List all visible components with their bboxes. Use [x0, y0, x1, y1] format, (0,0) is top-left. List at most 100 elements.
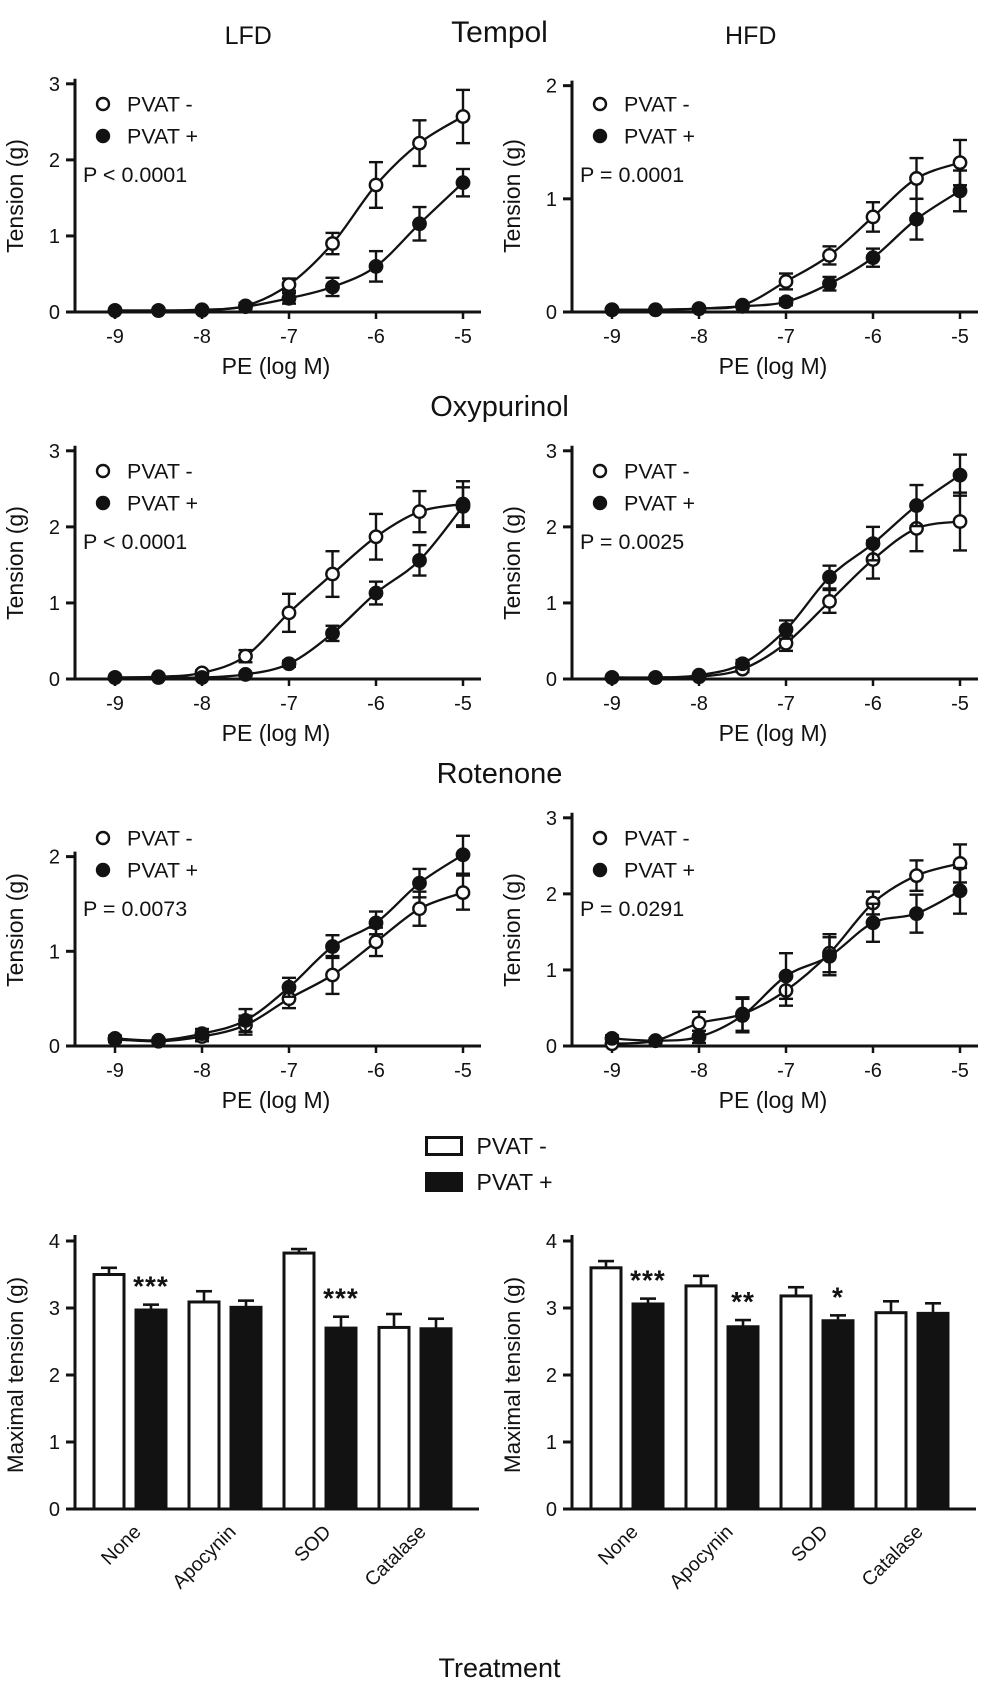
oxypurinol-row: 0 1 2 3 -9 -8 -7 -6 -5 PE (log M) Tension (g) PVAT … [2, 429, 997, 754]
rotenone-lfd-svg: 0 1 2 -9 -8 -7 -6 -5 PE (log M) Tension (g) PVAT -… [2, 827, 481, 1113]
category-label: None [594, 1521, 643, 1570]
tempol-row: 0 1 2 3 -9 -8 -7 -6 -5 PE (log M) Tension (g) PVAT … [2, 62, 997, 387]
line-chart-rotenone-hfd: 0 1 2 3 -9 -8 -7 -6 -5 PE (log M) Tension (g) PVAT … [499, 796, 997, 1121]
svg-text:4: 4 [48, 1231, 59, 1253]
tempol-lfd-svg: 0 1 2 3 -9 -8 -7 -6 -5 PE (log M) Tension (g) PVAT … [2, 74, 481, 379]
svg-text:0: 0 [545, 1499, 556, 1521]
open-circle-icon [95, 96, 110, 112]
treatment-axis-label: Treatment [438, 1653, 561, 1683]
legend-item-pvat-minus: PVAT - [424, 1133, 575, 1160]
svg-text:-7: -7 [777, 1060, 795, 1082]
svg-text:-5: -5 [951, 693, 969, 715]
series-pvat-plus [604, 169, 967, 318]
category-label: None [97, 1521, 146, 1570]
series-pvat-plus [107, 167, 470, 318]
svg-text:1: 1 [48, 226, 59, 248]
svg-text:-9: -9 [106, 326, 124, 348]
category-label: Apocynin [168, 1521, 240, 1593]
svg-text:3: 3 [48, 441, 59, 463]
pvat-minus-swatch-icon [424, 1136, 463, 1156]
svg-text:-6: -6 [367, 1060, 385, 1082]
y-axis-label: Tension (g) [500, 873, 525, 987]
axes: 0 1 2 3 -9 -8 -7 -6 -5 PE (log M) Tension (g) [499, 441, 978, 746]
svg-text:-8: -8 [193, 326, 211, 348]
maximal-lfd-svg: 0 1 2 3 4 Maximal tension (g) *** None Apocynin *… [3, 1231, 479, 1593]
svg-text:3: 3 [545, 1298, 556, 1320]
svg-text:-5: -5 [951, 326, 969, 348]
category-label: SOD [290, 1521, 335, 1566]
svg-text:-8: -8 [690, 693, 708, 715]
svg-text:PVAT -: PVAT - [624, 460, 690, 484]
open-circle-icon [592, 463, 607, 479]
panel-legend: PVAT - PVAT + P = 0.0025 [580, 460, 695, 555]
rotenone-row: 0 1 2 -9 -8 -7 -6 -5 PE (log M) Tension (g) PVAT -… [2, 796, 997, 1121]
row-title-rotenone: Rotenone [436, 758, 563, 790]
svg-text:-8: -8 [690, 326, 708, 348]
svg-text:2: 2 [48, 517, 59, 539]
line-chart-tempol-lfd: 0 1 2 3 -9 -8 -7 -6 -5 PE (log M) Tension (g) PVAT … [2, 62, 500, 387]
svg-text:2: 2 [545, 76, 556, 98]
panel-legend: PVAT - PVAT + P < 0.0001 [83, 460, 198, 555]
svg-text:-7: -7 [280, 693, 298, 715]
svg-text:PVAT -: PVAT - [127, 827, 193, 851]
svg-text:PVAT +: PVAT + [127, 859, 198, 883]
filled-circle-icon [95, 495, 110, 511]
category-label: Apocynin [665, 1521, 737, 1593]
svg-text:3: 3 [48, 74, 59, 96]
svg-text:-9: -9 [603, 326, 621, 348]
column-header-lfd: LFD [224, 22, 272, 50]
svg-text:-7: -7 [280, 1060, 298, 1082]
bar-group-sod [282, 1247, 357, 1511]
filled-circle-icon [592, 495, 607, 511]
y-axis-label: Tension (g) [500, 139, 525, 253]
panel-legend: PVAT - PVAT + P < 0.0001 [83, 93, 198, 188]
svg-text:4: 4 [545, 1231, 556, 1253]
svg-text:1: 1 [545, 189, 556, 211]
svg-text:PVAT +: PVAT + [127, 492, 198, 516]
line-chart-rotenone-lfd: 0 1 2 -9 -8 -7 -6 -5 PE (log M) Tension (g) PVAT -… [2, 796, 500, 1121]
x-axis-label: PE (log M) [221, 1087, 330, 1113]
axes: 0 1 2 3 -9 -8 -7 -6 -5 PE (log M) Tension (g) [2, 441, 481, 746]
svg-text:-7: -7 [777, 326, 795, 348]
filled-circle-icon [95, 862, 110, 878]
open-circle-icon [95, 830, 110, 846]
svg-text:1: 1 [48, 1432, 59, 1454]
series-pvat-plus [604, 866, 967, 1049]
category-label: Catalase [857, 1521, 927, 1591]
svg-text:0: 0 [48, 1036, 59, 1058]
bar-group-none [589, 1259, 664, 1511]
svg-text:2: 2 [48, 847, 59, 869]
y-axis-label: Tension (g) [500, 506, 525, 620]
svg-text:-6: -6 [864, 326, 882, 348]
svg-text:-9: -9 [603, 693, 621, 715]
p-value-label: P = 0.0025 [580, 530, 684, 554]
open-circle-icon [95, 463, 110, 479]
rotenone-hfd-svg: 0 1 2 3 -9 -8 -7 -6 -5 PE (log M) Tension (g) PVAT … [499, 808, 978, 1113]
series-pvat-plus [107, 834, 470, 1048]
svg-text:0: 0 [48, 1499, 59, 1521]
x-axis-label: PE (log M) [718, 353, 827, 379]
svg-text:-5: -5 [454, 1060, 472, 1082]
open-circle-icon [592, 96, 607, 112]
svg-text:2: 2 [48, 150, 59, 172]
svg-text:1: 1 [48, 941, 59, 963]
series-pvat-plus [107, 486, 470, 685]
svg-text:2: 2 [48, 1365, 59, 1387]
svg-text:0: 0 [545, 1036, 556, 1058]
svg-text:2: 2 [545, 1365, 556, 1387]
y-axis-label: Maximal tension (g) [500, 1277, 525, 1473]
line-chart-oxypurinol-lfd: 0 1 2 3 -9 -8 -7 -6 -5 PE (log M) Tension (g) PVAT … [2, 429, 500, 754]
svg-text:1: 1 [545, 593, 556, 615]
pvat-plus-swatch-icon [424, 1172, 463, 1192]
svg-text:2: 2 [545, 517, 556, 539]
tempol-hfd-svg: 0 1 2 -9 -8 -7 -6 -5 PE (log M) Tension (g) PVAT -… [499, 76, 978, 379]
bar-group-apocynin [187, 1289, 262, 1511]
line-chart-oxypurinol-hfd: 0 1 2 3 -9 -8 -7 -6 -5 PE (log M) Tension (g) PVAT … [499, 429, 997, 754]
legend-item-pvat-plus: PVAT + [424, 1169, 575, 1196]
svg-text:PVAT +: PVAT + [127, 125, 198, 149]
svg-text:-6: -6 [367, 693, 385, 715]
svg-text:-6: -6 [864, 1060, 882, 1082]
bar-group-catalase [377, 1312, 452, 1511]
svg-text:PVAT +: PVAT + [624, 125, 695, 149]
